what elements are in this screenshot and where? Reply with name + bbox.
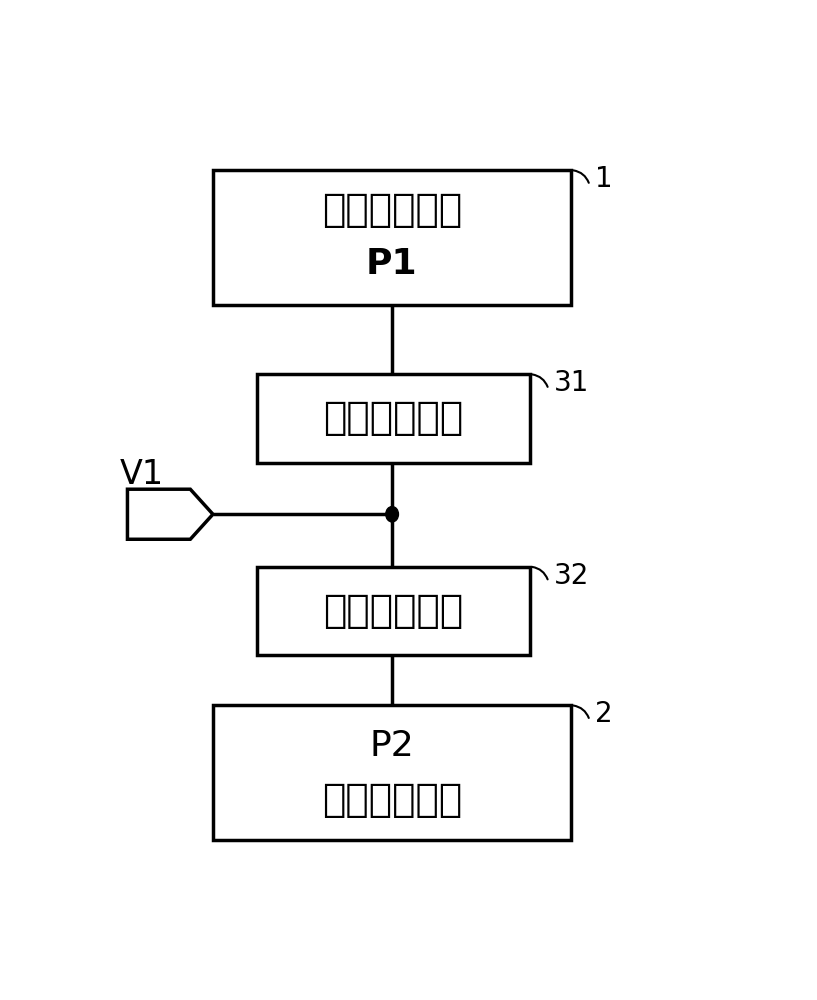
Polygon shape [127, 489, 213, 539]
Text: 31: 31 [554, 369, 589, 397]
Text: 第二开关器件: 第二开关器件 [324, 592, 463, 630]
Bar [257, 567, 529, 655]
Text: V1: V1 [120, 458, 164, 491]
Text: P1: P1 [366, 247, 417, 281]
Text: 第一开关器件: 第一开关器件 [324, 399, 463, 437]
Text: 1: 1 [595, 165, 613, 193]
Bar [213, 170, 570, 305]
Text: 2: 2 [595, 700, 613, 728]
Text: 电源管理模块: 电源管理模块 [322, 781, 462, 819]
Circle shape [386, 507, 399, 522]
Text: P2: P2 [369, 729, 414, 763]
Text: 32: 32 [554, 562, 589, 590]
Bar [257, 374, 529, 463]
Text: 面板驱动模块: 面板驱动模块 [322, 191, 462, 229]
Bar [213, 705, 570, 840]
